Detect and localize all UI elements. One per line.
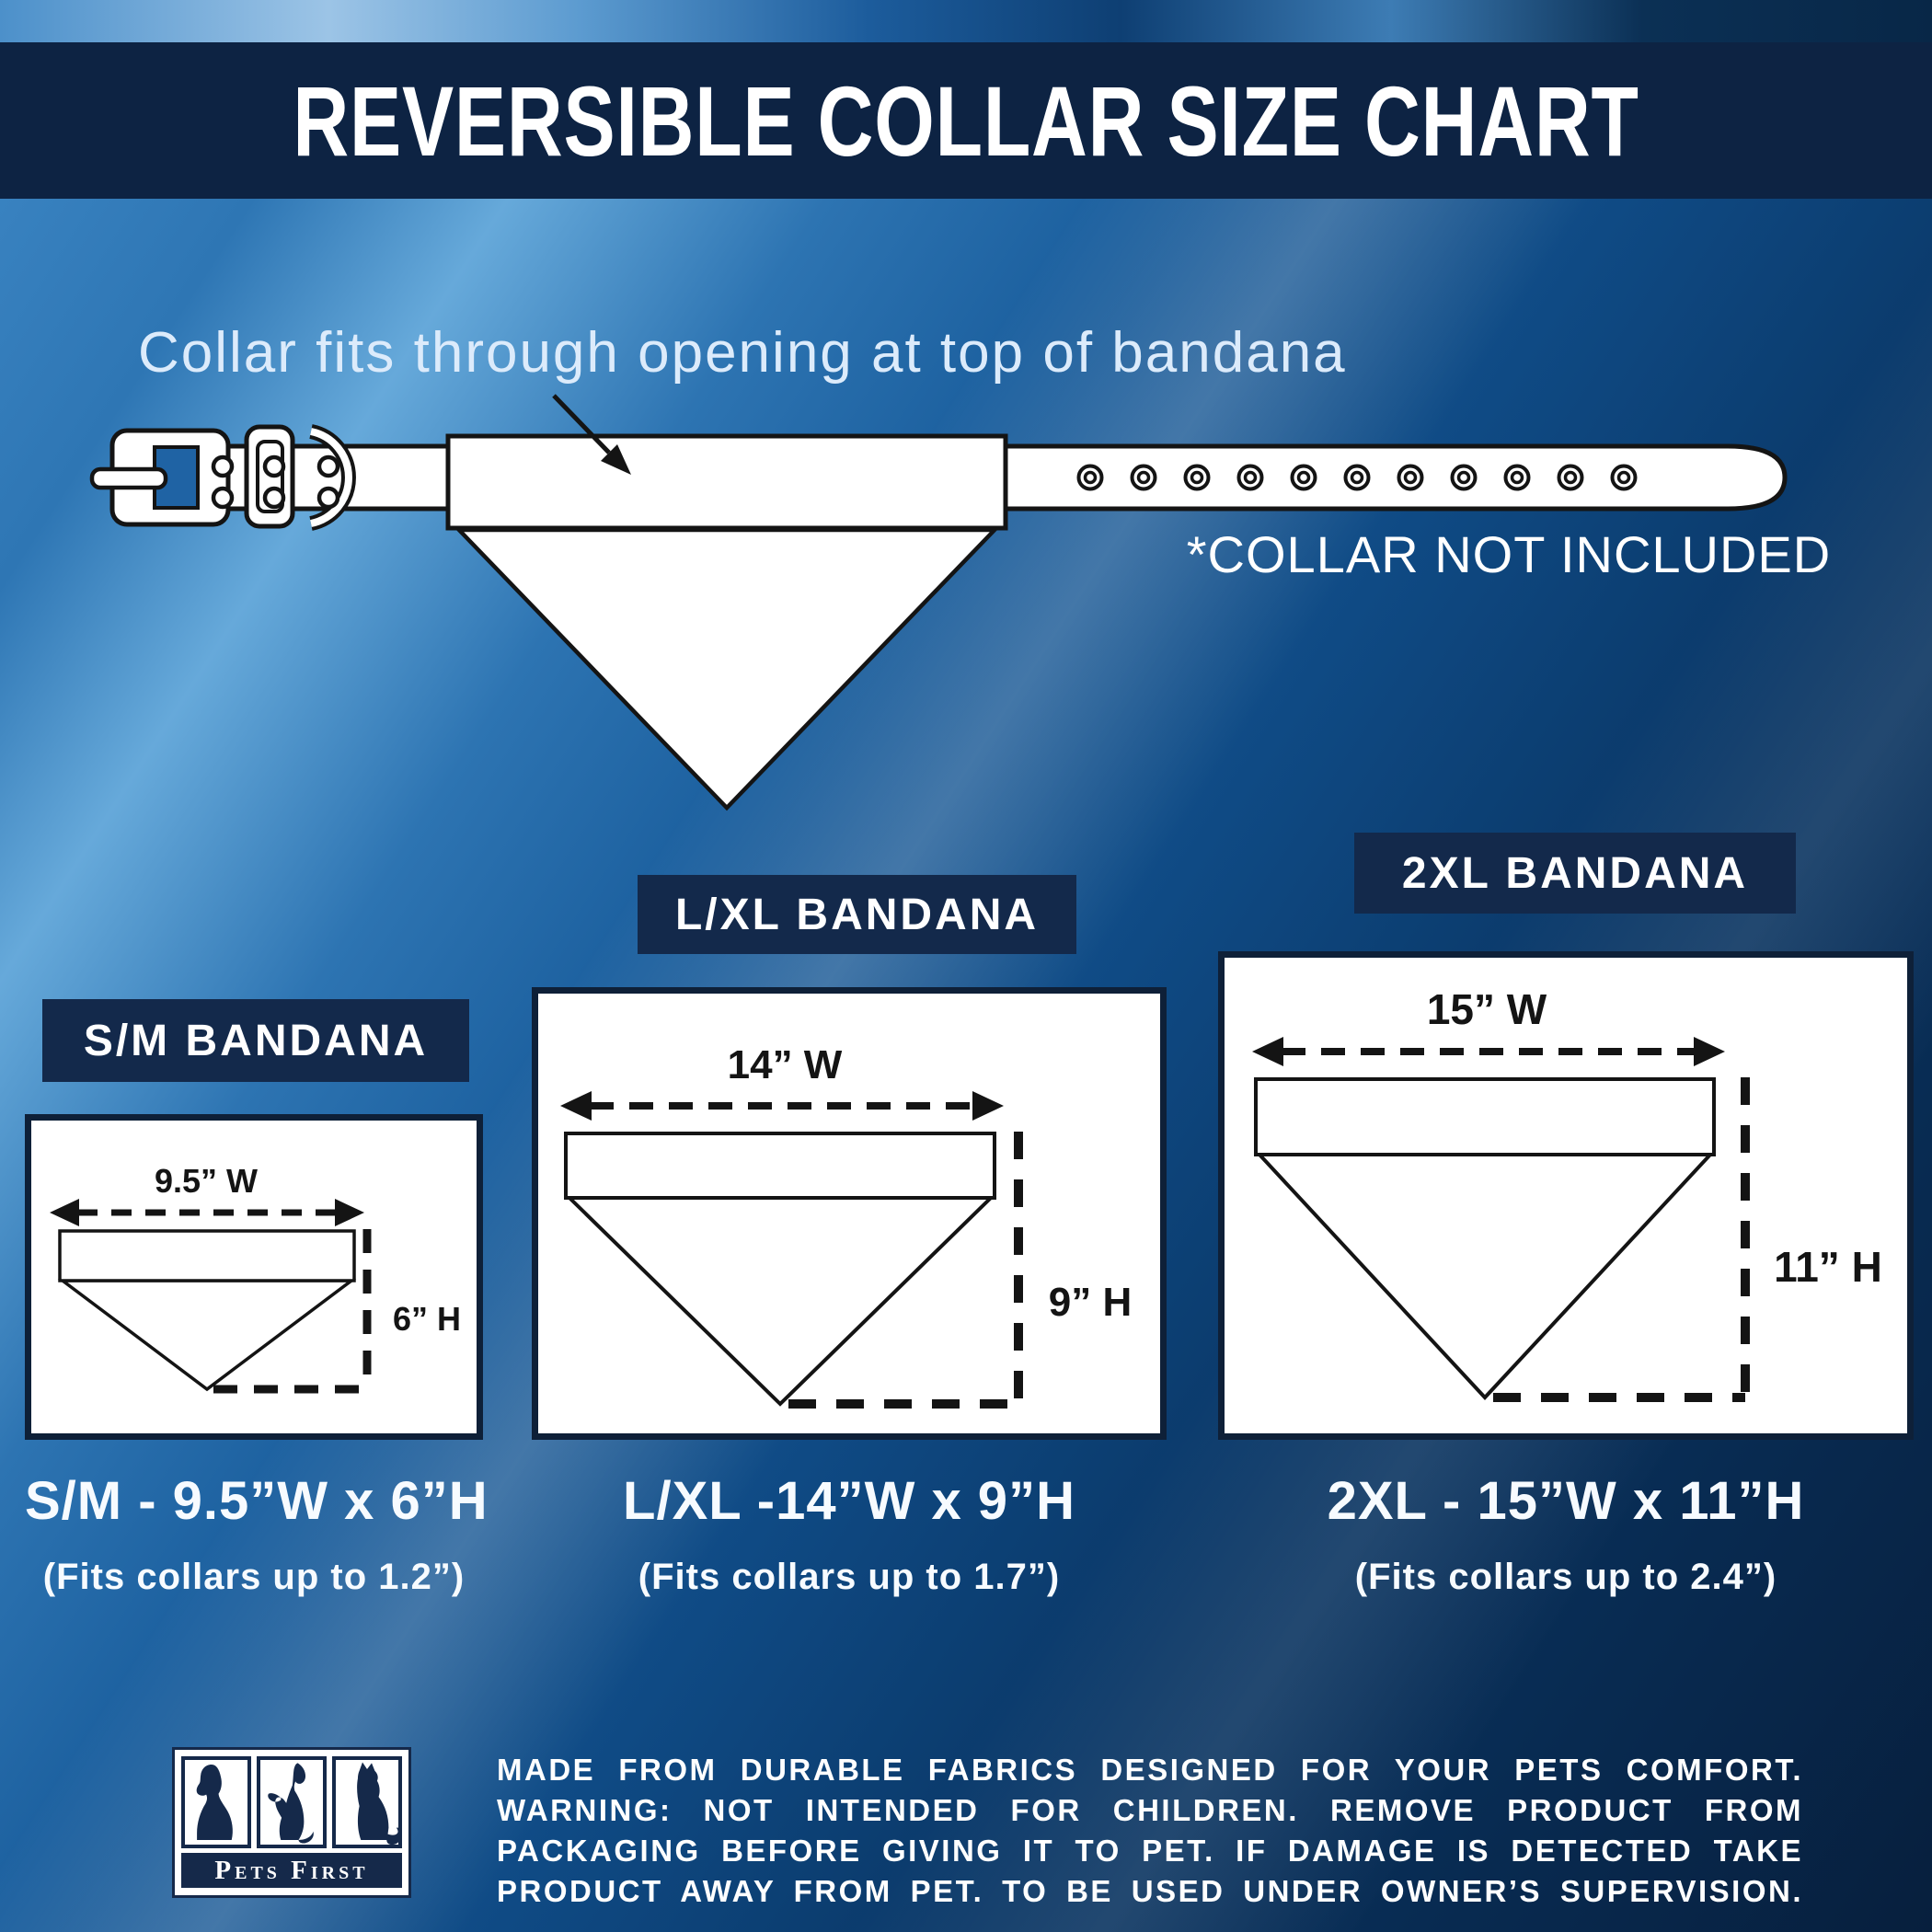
size-caption-lxl: L/XL -14”W x 9”H	[623, 1471, 1075, 1531]
footer-line-3: PACKAGING BEFORE GIVING IT TO PET. IF DA…	[497, 1834, 1803, 1868]
size-panel-lxl: 14” W 9” H	[532, 987, 1167, 1440]
buckle-prong	[89, 466, 168, 490]
lxl-width-arrow	[560, 1091, 1004, 1121]
footer-line-2: WARNING: NOT INTENDED FOR CHILDREN. REMO…	[497, 1793, 1803, 1827]
logo-dog-panels	[181, 1756, 402, 1848]
collar-not-included-note: *COLLAR NOT INCLUDED	[1186, 525, 1832, 583]
2xl-width-arrow	[1252, 1037, 1725, 1066]
collar-opening-caption: Collar fits through opening at top of ba…	[138, 321, 1347, 385]
sm-width-arrow	[50, 1199, 364, 1226]
lxl-height-label: 9” H	[1049, 1280, 1132, 1325]
lxl-bandana-triangle	[565, 1196, 995, 1407]
sm-height-guide	[213, 1229, 372, 1394]
sm-bandana-triangle	[57, 1279, 357, 1392]
sm-height-label: 6” H	[393, 1300, 461, 1338]
footer-line-1: MADE FROM DURABLE FABRICS DESIGNED FOR Y…	[497, 1753, 1803, 1787]
sm-width-label: 9.5” W	[155, 1162, 258, 1200]
bandana-band	[445, 433, 1008, 531]
collar-strap-left	[132, 443, 454, 512]
size-label-lxl: L/XL BANDANA	[638, 875, 1076, 954]
pointer-arrow	[552, 394, 631, 475]
lxl-width-label: 14” W	[728, 1042, 843, 1087]
sm-diagram: 9.5” W 6” H	[50, 1162, 461, 1394]
size-caption-2xl: 2XL - 15”W x 11”H	[1327, 1471, 1805, 1531]
keeper-loop	[244, 424, 295, 529]
golden-retriever-silhouette-icon	[181, 1756, 251, 1848]
top-gradient-strip	[0, 0, 1932, 42]
size-label-sm: S/M BANDANA	[42, 999, 469, 1082]
size-panel-2xl: 15” W 11” H	[1218, 951, 1914, 1440]
size-fits-sm: (Fits collars up to 1.2”)	[42, 1557, 466, 1597]
raised-paw-dog-silhouette-icon	[257, 1756, 327, 1848]
bandana-triangle	[454, 527, 1000, 811]
footer-warning-text: MADE FROM DURABLE FABRICS DESIGNED FOR Y…	[497, 1750, 1803, 1912]
size-label-2xl: 2XL BANDANA	[1354, 833, 1796, 914]
2xl-bandana-band	[1254, 1077, 1716, 1156]
page-title: REVERSIBLE COLLAR SIZE CHART	[293, 64, 1639, 177]
collar-strap-right	[1003, 443, 1788, 512]
lxl-diagram: 14” W 9” H	[560, 1042, 1132, 1409]
2xl-diagram: 15” W 11” H	[1252, 985, 1882, 1402]
2xl-bandana-triangle	[1255, 1153, 1715, 1400]
size-fits-lxl: (Fits collars up to 1.7”)	[638, 1557, 1061, 1597]
2xl-height-guide	[1493, 1077, 1750, 1402]
sm-bandana-band	[58, 1229, 356, 1282]
lxl-height-guide	[788, 1132, 1023, 1409]
header-bar: REVERSIBLE COLLAR SIZE CHART	[0, 42, 1932, 199]
lxl-bandana-band	[564, 1132, 996, 1200]
size-caption-sm: S/M - 9.5”W x 6”H	[25, 1471, 489, 1531]
size-fits-2xl: (Fits collars up to 2.4”)	[1354, 1557, 1777, 1597]
d-ring	[309, 424, 356, 531]
size-panel-sm: 9.5” W 6” H	[25, 1114, 483, 1440]
buckle	[89, 428, 231, 527]
logo-wordmark: Pets First	[181, 1853, 402, 1888]
strap-holes	[211, 454, 340, 510]
2xl-width-label: 15” W	[1427, 985, 1547, 1033]
german-shepherd-silhouette-icon	[332, 1756, 402, 1848]
footer-line-4: PRODUCT AWAY FROM PET. TO BE USED UNDER …	[497, 1874, 1803, 1908]
collar-eyelets	[1076, 464, 1638, 491]
pets-first-logo: Pets First	[172, 1747, 411, 1898]
2xl-height-label: 11” H	[1774, 1243, 1882, 1291]
